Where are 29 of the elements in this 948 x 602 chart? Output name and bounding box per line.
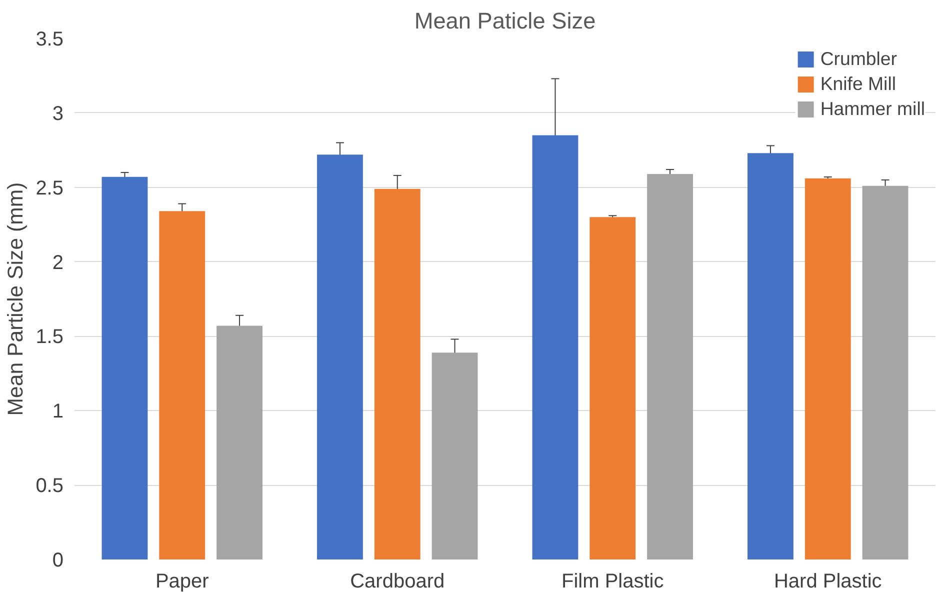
y-tick-label: 0.5: [36, 475, 64, 498]
bar: [647, 174, 693, 560]
bar: [590, 217, 636, 560]
y-tick-label: 3: [52, 102, 64, 125]
bar: [432, 352, 478, 560]
x-tick-label: Cardboard: [350, 570, 445, 592]
y-tick-label: 1: [52, 400, 64, 423]
bar: [159, 211, 206, 560]
legend-label: Crumbler: [820, 48, 898, 70]
bar: [862, 186, 908, 560]
x-tick-label: Paper: [155, 570, 210, 592]
bar: [317, 154, 363, 560]
x-tick-label: Hard Plastic: [774, 570, 882, 592]
bar: [102, 176, 148, 560]
bar: [216, 326, 262, 560]
legend-label: Knife Mill: [820, 73, 896, 95]
bar: [748, 153, 794, 560]
y-tick-label: 0: [52, 550, 64, 572]
legend-label: Hammer mill: [820, 98, 925, 120]
y-axis-title: Mean Particle Size (mm): [4, 182, 28, 416]
y-tick-label: 3.5: [36, 28, 64, 50]
bar: [374, 188, 420, 560]
y-tick-label: 2.5: [36, 177, 64, 200]
chart-title: Mean Paticle Size: [414, 8, 596, 34]
bar: [804, 178, 851, 560]
y-tick-label: 2: [52, 252, 64, 274]
bar: [532, 135, 578, 560]
x-tick-label: Film Plastic: [562, 570, 664, 592]
y-tick-label: 1.5: [36, 326, 64, 348]
